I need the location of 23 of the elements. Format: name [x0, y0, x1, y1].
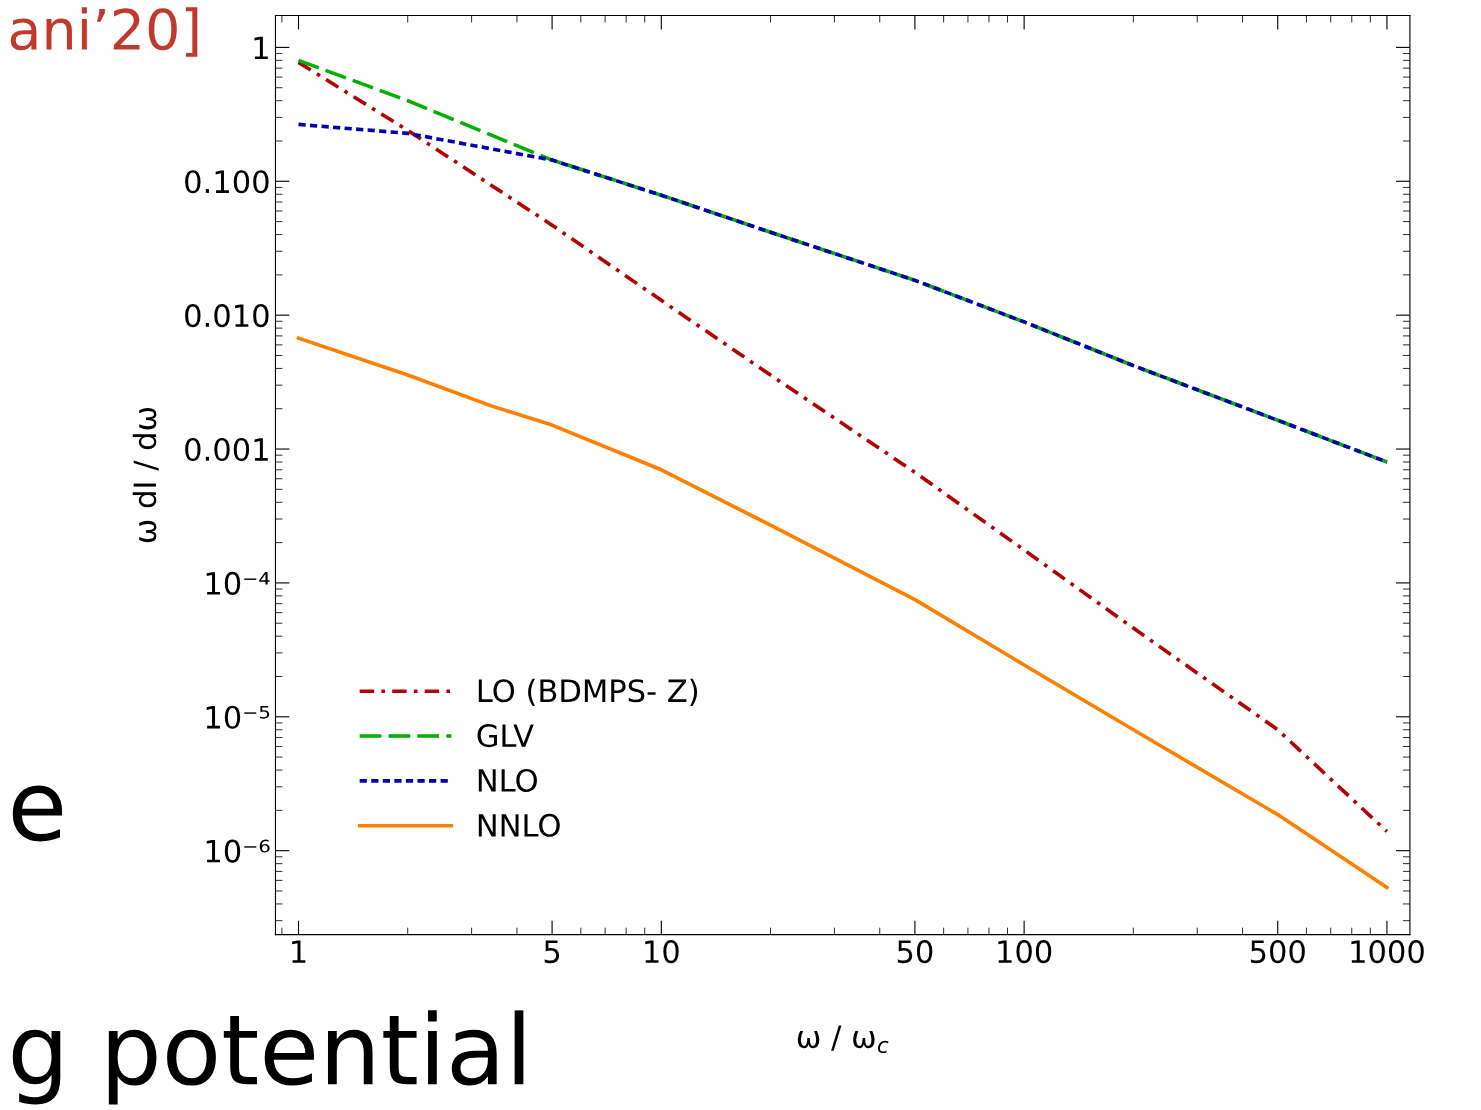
text: g potential: [12, 1010, 524, 1105]
legend-label: NNLO: [478, 813, 560, 837]
x-tick-label: 1: [292, 940, 306, 963]
y-tick-label: 0.010: [185, 304, 269, 328]
x-axis-title: ω / ω$_{c}$: [797, 1025, 889, 1054]
legend-label: LO (BDMPS- Z): [478, 678, 698, 706]
text: ani’20]: [10, 7, 198, 57]
y-tick-label: 1: [254, 36, 268, 60]
x-tick-label: 500: [1250, 940, 1305, 964]
y-tick-label: 0.001: [185, 437, 268, 462]
y-tick-label: 10⁻⁴: [206, 571, 270, 595]
y-axis-title: ω dI / dω: [132, 407, 159, 543]
legend-label: GLV: [477, 724, 534, 748]
y-tick-label: 10⁻⁶: [206, 839, 270, 863]
y-tick-label: 10⁻⁵: [206, 705, 270, 729]
x-tick-label: 5: [544, 940, 560, 964]
x-tick-label: 50: [897, 940, 933, 964]
legend-label: NLO: [478, 768, 537, 793]
y-tick-label: 0.100: [185, 170, 269, 194]
text: e: [12, 785, 63, 842]
x-tick-label: 1000: [1351, 940, 1424, 964]
x-tick-label: 10: [645, 940, 679, 964]
x-tick-label: 100: [998, 940, 1052, 964]
